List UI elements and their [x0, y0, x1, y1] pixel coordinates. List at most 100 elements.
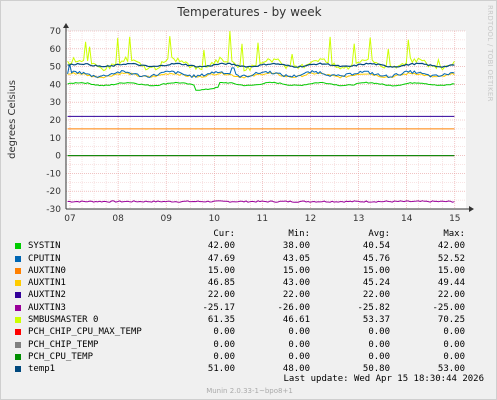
- legend-value-cur: 61.35: [207, 315, 235, 326]
- x-tick-label: 09: [160, 214, 172, 224]
- legend-value-cur: 22.00: [207, 290, 235, 301]
- legend-swatch: [15, 341, 21, 348]
- legend-value-min: 0.00: [288, 339, 310, 350]
- legend-value-min: 43.05: [282, 253, 310, 264]
- x-tick-label: 12: [305, 214, 316, 224]
- legend-row: AUXTIN1 46.85 43.00 45.24 49.44: [15, 277, 495, 289]
- legend-header: Cur: Min: Avg: Max:: [15, 228, 495, 240]
- legend-value-cur: 15.00: [207, 265, 235, 276]
- legend-value-min: 0.00: [288, 351, 310, 362]
- series-line-cputin: [67, 63, 455, 79]
- last-update: Last update: Wed Apr 15 18:30:44 2026: [283, 374, 484, 384]
- x-tick-label: 08: [112, 214, 124, 224]
- legend-value-max: 0.00: [443, 351, 465, 362]
- legend-value-cur: 46.85: [207, 278, 235, 289]
- legend-row: SYSTIN 42.00 38.00 40.54 42.00: [15, 240, 495, 252]
- legend-rows: SYSTIN 42.00 38.00 40.54 42.00 CPUTIN 47.69 43.…: [15, 240, 495, 375]
- legend-swatch: [15, 243, 21, 250]
- y-tick-label: 70: [50, 27, 62, 37]
- y-tick-label: 50: [50, 63, 62, 73]
- legend-value-max: 53.00: [437, 364, 465, 375]
- munin-version-footer: Munin 2.0.33-1~bpo8+1: [206, 387, 293, 395]
- legend-value-max: 49.44: [437, 278, 465, 289]
- legend-header-max: Max:: [443, 229, 465, 239]
- y-axis-arrow: [63, 23, 69, 28]
- legend-value-avg: 50.80: [362, 364, 390, 375]
- x-tick-label: 15: [449, 214, 460, 224]
- legend-value-avg: 45.76: [362, 253, 390, 264]
- legend-value-avg: 0.00: [368, 351, 390, 362]
- legend-header-avg: Avg:: [368, 229, 390, 239]
- legend-value-avg: 53.37: [362, 315, 390, 326]
- series-line-temp1: [67, 62, 455, 68]
- legend-series-name: AUXTIN0: [28, 265, 66, 276]
- legend-value-max: 70.25: [437, 315, 465, 326]
- legend-series-name: CPUTIN: [28, 253, 61, 264]
- legend-value-max: 22.00: [437, 290, 465, 301]
- legend-row: SMBUSMASTER 0 61.35 46.61 53.37 70.25: [15, 314, 495, 326]
- legend-row: AUXTIN0 15.00 15.00 15.00 15.00: [15, 265, 495, 277]
- legend-value-min: 48.00: [282, 364, 310, 375]
- legend-value-max: 42.00: [437, 241, 465, 252]
- legend-value-max: 15.00: [437, 265, 465, 276]
- legend-swatch: [15, 292, 21, 299]
- y-tick-label: -20: [46, 187, 61, 197]
- legend-value-avg: 15.00: [362, 265, 390, 276]
- x-tick-label: 07: [64, 214, 75, 224]
- legend-swatch: [15, 353, 21, 360]
- legend-series-name: PCH_CPU_TEMP: [28, 351, 94, 362]
- legend-series-name: AUXTIN1: [28, 278, 66, 289]
- y-tick-label: 30: [50, 98, 62, 108]
- legend-value-cur: 47.69: [207, 253, 235, 264]
- legend-swatch: [15, 329, 21, 336]
- legend-swatch: [15, 317, 21, 324]
- legend-header-min: Min:: [288, 229, 310, 239]
- legend-value-max: 0.00: [443, 339, 465, 350]
- legend-value-min: 15.00: [282, 265, 310, 276]
- y-tick-label: 10: [50, 134, 62, 144]
- y-tick-label: 60: [50, 45, 62, 55]
- legend-series-name: temp1: [28, 364, 56, 375]
- legend-row: AUXTIN3 -25.17 -26.00 -25.82 -25.00: [15, 302, 495, 314]
- legend-value-cur: 0.00: [213, 351, 235, 362]
- y-tick-label: 40: [50, 80, 62, 90]
- legend-value-cur: 0.00: [213, 327, 235, 338]
- legend-value-min: 22.00: [282, 290, 310, 301]
- legend-value-cur: 51.00: [207, 364, 235, 375]
- legend-value-avg: 40.54: [362, 241, 390, 252]
- legend-series-name: PCH_CHIP_TEMP: [28, 339, 99, 350]
- legend-value-avg: 22.00: [362, 290, 390, 301]
- chart-title: Temperatures - by week: [177, 5, 322, 19]
- legend-value-min: -26.00: [277, 302, 310, 313]
- legend-value-min: 0.00: [288, 327, 310, 338]
- legend-value-min: 43.00: [282, 278, 310, 289]
- legend-value-min: 38.00: [282, 241, 310, 252]
- legend-value-max: 0.00: [443, 327, 465, 338]
- legend-swatch: [15, 366, 21, 373]
- legend-series-name: AUXTIN3: [28, 302, 66, 313]
- x-tick-label: 11: [257, 214, 268, 224]
- legend-value-avg: 0.00: [368, 327, 390, 338]
- legend-series-name: SMBUSMASTER 0: [28, 315, 99, 326]
- legend-value-max: -25.00: [432, 302, 465, 313]
- legend-row: PCH_CHIP_CPU_MAX_TEMP 0.00 0.00 0.00 0.00: [15, 326, 495, 338]
- x-tick-label: 13: [353, 214, 364, 224]
- legend: Cur: Min: Avg: Max: SYSTIN 42.00 38.00 40.5…: [15, 228, 495, 376]
- legend-row: PCH_CPU_TEMP 0.00 0.00 0.00 0.00: [15, 351, 495, 363]
- legend-row: temp1 51.00 48.00 50.80 53.00: [15, 363, 495, 375]
- legend-swatch: [15, 280, 21, 287]
- y-tick-label: 20: [50, 116, 62, 126]
- legend-value-cur: -25.17: [202, 302, 235, 313]
- legend-value-cur: 42.00: [207, 241, 235, 252]
- legend-swatch: [15, 304, 21, 311]
- y-tick-label: -30: [46, 205, 61, 215]
- x-tick-label: 14: [401, 214, 413, 224]
- legend-row: AUXTIN2 22.00 22.00 22.00 22.00: [15, 289, 495, 301]
- rrdtool-watermark: RRDTOOL / TOBI OETIKER: [486, 5, 494, 102]
- y-tick-label: -10: [46, 169, 61, 179]
- y-tick-label: 0: [55, 152, 61, 162]
- legend-row: PCH_CHIP_TEMP 0.00 0.00 0.00 0.00: [15, 339, 495, 351]
- legend-swatch: [15, 267, 21, 274]
